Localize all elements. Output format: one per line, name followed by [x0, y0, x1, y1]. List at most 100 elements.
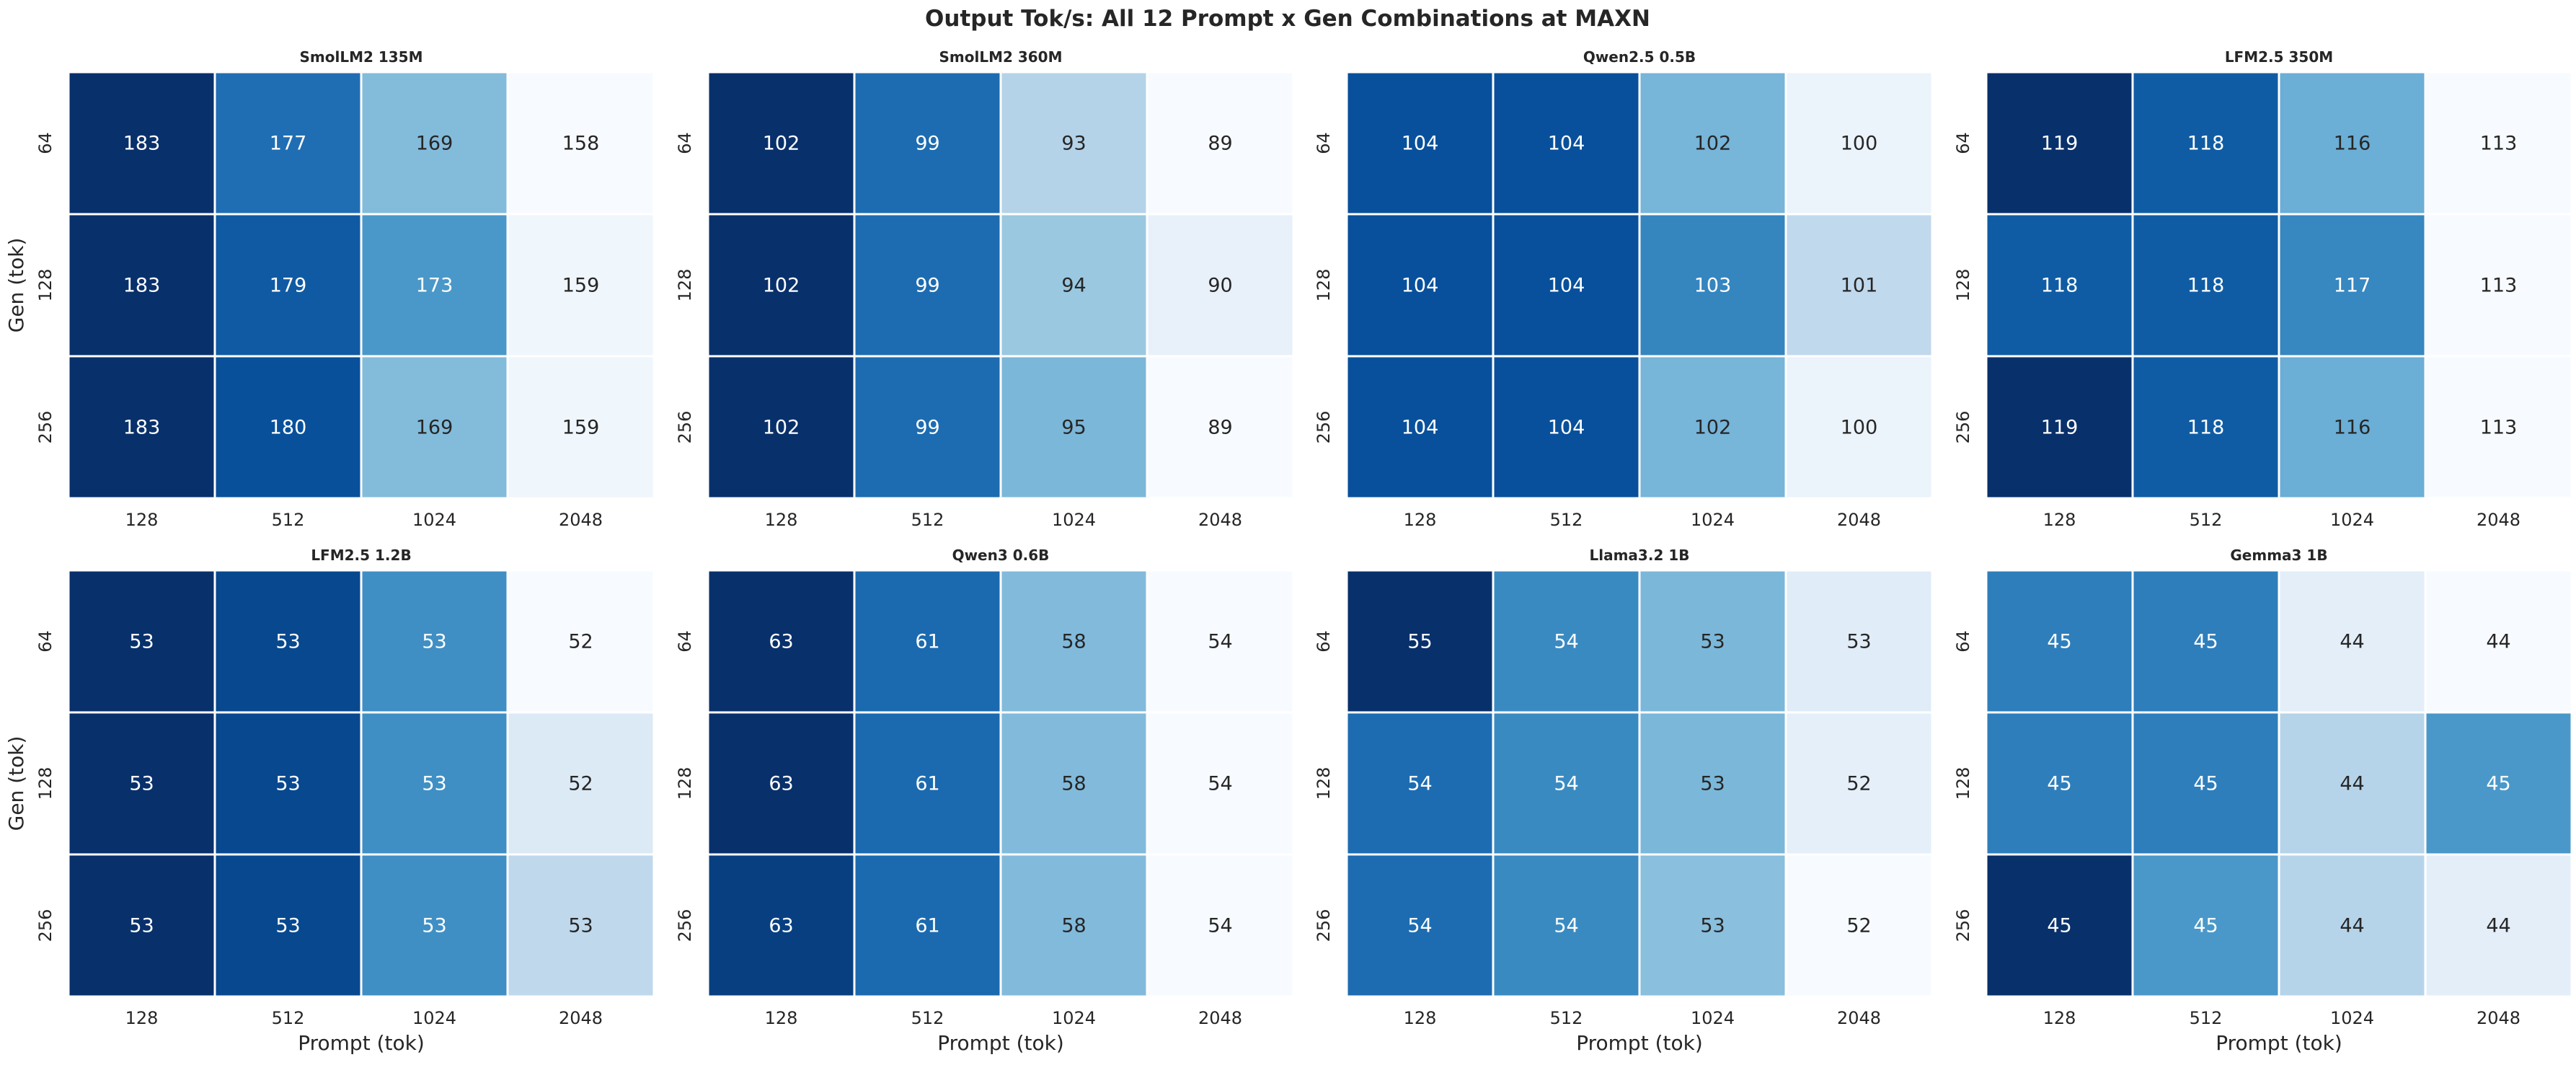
cell-value-label: 53	[1700, 631, 1725, 653]
cell-value-label: 45	[2047, 773, 2071, 795]
heatmap-cell	[2424, 355, 2573, 500]
heatmap-cell	[999, 213, 1148, 358]
cell-value-label: 45	[2047, 915, 2071, 937]
cell-value-label: 54	[1554, 773, 1578, 795]
cell-value-label: 58	[1061, 773, 1086, 795]
heatmap-cell	[2278, 853, 2427, 998]
cell-value-label: 53	[129, 773, 154, 795]
heatmap-cell	[213, 71, 363, 216]
cell-value-label: 44	[2486, 915, 2510, 937]
y-tick-label: 128	[1953, 269, 1973, 302]
cell-value-label: 93	[1061, 133, 1086, 155]
heatmap-cell	[67, 711, 216, 856]
cell-value-label: 61	[915, 773, 939, 795]
heatmap-cell	[707, 569, 856, 714]
x-axis-label: Prompt (tok)	[937, 1031, 1064, 1055]
heatmap-cell	[67, 853, 216, 998]
cell-value-label: 100	[1841, 133, 1878, 155]
cell-value-label: 54	[1208, 915, 1232, 937]
heatmap-cell	[707, 853, 856, 998]
cell-value-label: 44	[2486, 631, 2510, 653]
cell-value-label: 99	[915, 133, 939, 155]
x-tick-label: 2048	[1837, 1008, 1881, 1028]
cell-value-label: 102	[763, 275, 800, 297]
x-tick-label: 512	[1550, 510, 1583, 530]
heatmap-cell	[2424, 853, 2573, 998]
heatmap-cell	[213, 355, 363, 500]
cell-value-label: 53	[129, 915, 154, 937]
x-tick-label: 128	[2043, 1008, 2076, 1028]
cell-value-label: 44	[2340, 631, 2364, 653]
y-tick-label: 128	[675, 767, 695, 800]
heatmap-cell	[853, 711, 1002, 856]
heatmap-cell	[1492, 569, 1641, 714]
x-tick-label: 128	[125, 1008, 159, 1028]
heatmap-cell	[2131, 853, 2280, 998]
cell-value-label: 54	[1407, 915, 1432, 937]
cell-value-label: 179	[270, 275, 307, 297]
x-tick-label: 2048	[1198, 510, 1242, 530]
cell-value-label: 61	[915, 915, 939, 937]
heatmap-cell	[213, 213, 363, 358]
heatmap-cell	[999, 355, 1148, 500]
cell-value-label: 104	[1548, 133, 1585, 155]
cell-value-label: 104	[1402, 133, 1439, 155]
panel-title: SmolLM2 360M	[939, 48, 1062, 66]
heatmap-cell	[1638, 71, 1787, 216]
x-tick-label: 512	[272, 510, 305, 530]
cell-value-label: 104	[1402, 275, 1439, 297]
x-axis-label: Prompt (tok)	[298, 1031, 425, 1055]
x-tick-label: 1024	[1052, 510, 1096, 530]
cell-value-label: 180	[270, 417, 307, 439]
y-tick-label: 256	[1953, 909, 1973, 942]
y-tick-label: 64	[35, 630, 56, 653]
x-tick-label: 1024	[2330, 1008, 2374, 1028]
y-tick-label: 64	[675, 630, 695, 653]
x-tick-label: 512	[1550, 1008, 1583, 1028]
heatmap-cell	[1784, 853, 1934, 998]
heatmap-cell	[506, 213, 655, 358]
x-tick-label: 512	[272, 1008, 305, 1028]
heatmap-cell	[506, 569, 655, 714]
x-tick-label: 1024	[2330, 510, 2374, 530]
cell-value-label: 89	[1208, 133, 1232, 155]
heatmap-cell	[1985, 71, 2134, 216]
cell-value-label: 177	[270, 133, 307, 155]
y-tick-label: 256	[35, 909, 56, 942]
cell-value-label: 55	[1407, 631, 1432, 653]
heatmap-cell	[853, 355, 1002, 500]
heatmap-cell	[2278, 71, 2427, 216]
heatmap-cell	[1146, 71, 1295, 216]
x-tick-label: 1024	[1691, 1008, 1735, 1028]
x-tick-label: 1024	[1691, 510, 1735, 530]
cell-value-label: 102	[1694, 417, 1732, 439]
cell-value-label: 54	[1208, 773, 1232, 795]
heatmap-cell	[2278, 711, 2427, 856]
y-tick-label: 64	[1314, 630, 1334, 653]
heatmap-cell	[506, 355, 655, 500]
cell-value-label: 53	[568, 915, 593, 937]
y-tick-label: 128	[1953, 767, 1973, 800]
y-axis-label: Gen (tok)	[4, 238, 28, 333]
x-tick-label: 2048	[2477, 1008, 2520, 1028]
figure-title: Output Tok/s: All 12 Prompt x Gen Combin…	[925, 6, 1650, 32]
cell-value-label: 89	[1208, 417, 1232, 439]
x-tick-label: 2048	[2477, 510, 2520, 530]
cell-value-label: 159	[562, 275, 600, 297]
heatmap-cell	[2131, 213, 2280, 358]
cell-value-label: 102	[763, 417, 800, 439]
x-tick-label: 128	[1404, 510, 1437, 530]
y-tick-label: 64	[1953, 132, 1973, 154]
panel-title: SmolLM2 135M	[299, 48, 422, 66]
cell-value-label: 173	[416, 275, 453, 297]
heatmap-cell	[67, 355, 216, 500]
heatmap-cell	[2278, 213, 2427, 358]
cell-value-label: 118	[2041, 275, 2079, 297]
heatmap-cell	[506, 711, 655, 856]
heatmap-cell	[360, 853, 509, 998]
x-axis-label: Prompt (tok)	[2216, 1031, 2342, 1055]
heatmap-cell	[2131, 71, 2280, 216]
y-tick-label: 128	[35, 767, 56, 800]
cell-value-label: 100	[1841, 417, 1878, 439]
cell-value-label: 45	[2193, 773, 2218, 795]
